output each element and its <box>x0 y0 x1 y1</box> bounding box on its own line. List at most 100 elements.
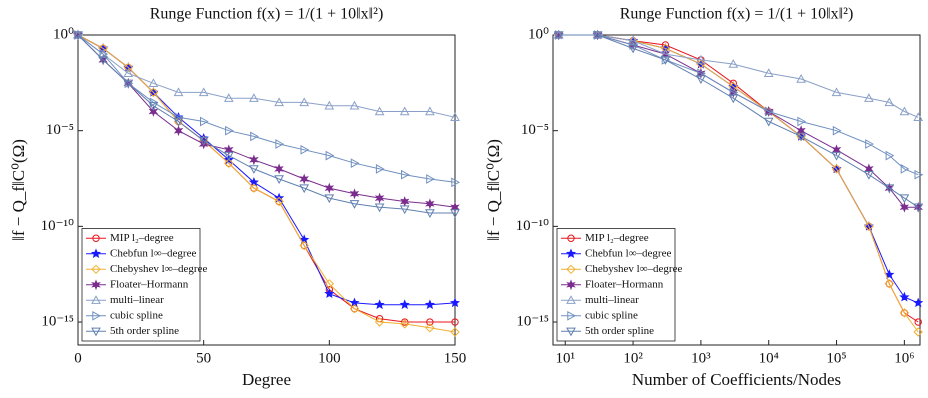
marker <box>198 87 209 97</box>
legend-marker <box>92 234 100 242</box>
marker <box>250 131 259 142</box>
y-tick-label: 10⁻¹⁰ <box>516 218 549 234</box>
y-tick-label: 10⁻¹⁵ <box>41 313 74 329</box>
marker <box>399 319 410 329</box>
marker <box>451 318 459 326</box>
marker <box>324 100 335 110</box>
marker <box>661 55 671 65</box>
marker <box>325 150 335 161</box>
marker <box>899 106 910 116</box>
marker <box>765 106 774 117</box>
marker <box>401 169 410 180</box>
marker <box>349 200 360 209</box>
marker <box>592 31 603 41</box>
marker <box>696 75 706 85</box>
legend-label: Chebyshev l∞–degree <box>585 263 682 275</box>
marker <box>173 117 184 127</box>
series-line <box>77 34 456 183</box>
series-line <box>77 34 456 208</box>
legend-label: Chebfun l∞–degree <box>585 247 671 259</box>
legend-label: multi–linear <box>110 294 164 306</box>
marker <box>299 173 310 185</box>
marker <box>74 30 84 40</box>
marker <box>324 279 335 289</box>
marker <box>249 183 259 193</box>
x-axis-label: Degree <box>242 370 291 389</box>
marker <box>173 125 184 137</box>
marker <box>374 317 385 327</box>
marker <box>223 144 234 156</box>
marker <box>399 299 410 310</box>
marker <box>885 280 894 288</box>
marker <box>729 87 739 98</box>
marker <box>913 297 924 308</box>
marker <box>696 54 706 64</box>
marker <box>424 299 435 310</box>
legend-label: Floater–Hormann <box>110 278 189 290</box>
legend-label: MIP l₂–degree <box>110 232 174 244</box>
series-line <box>77 34 456 118</box>
marker <box>299 184 310 194</box>
legend-label: 5th order spline <box>585 325 654 337</box>
marker <box>796 132 806 142</box>
marker <box>900 164 910 174</box>
marker <box>914 169 924 180</box>
marker <box>148 106 159 117</box>
marker <box>223 151 234 161</box>
legend-marker <box>91 295 101 304</box>
y-axis-label: ‖f − Q_f‖C⁰(Ω) <box>484 139 503 241</box>
marker <box>864 163 874 175</box>
marker <box>173 87 184 97</box>
legend-label: multi–linear <box>585 294 639 306</box>
marker <box>300 144 310 155</box>
series-line <box>558 34 919 118</box>
marker <box>914 318 922 326</box>
marker <box>399 106 410 116</box>
marker <box>249 154 259 166</box>
marker <box>275 139 285 149</box>
marker <box>450 327 460 337</box>
marker <box>174 112 184 123</box>
legend-marker <box>566 295 576 304</box>
legend-marker <box>91 279 101 291</box>
x-tick-label: 10⁴ <box>759 350 779 366</box>
marker <box>865 139 874 149</box>
series-line <box>558 34 919 208</box>
y-tick-label: 10⁰ <box>53 26 74 42</box>
marker <box>250 184 258 192</box>
marker <box>885 150 895 161</box>
marker <box>223 93 234 102</box>
marker <box>123 68 134 77</box>
legend-marker <box>567 234 575 242</box>
marker <box>831 87 842 97</box>
marker <box>249 93 259 102</box>
marker <box>913 203 924 213</box>
x-axis-label: Number of Coefficients/Nodes <box>632 370 841 389</box>
marker <box>449 297 461 308</box>
marker <box>349 188 360 200</box>
marker <box>864 93 874 102</box>
marker <box>274 175 284 185</box>
marker <box>374 192 385 204</box>
series-line <box>558 34 919 208</box>
y-tick-label: 10⁻⁵ <box>521 122 549 138</box>
marker <box>450 201 460 213</box>
marker <box>123 79 134 89</box>
marker <box>148 102 159 111</box>
legend-marker <box>91 327 101 337</box>
legend-label: Floater–Hormann <box>585 278 664 290</box>
marker <box>350 304 359 313</box>
marker <box>124 78 134 89</box>
marker <box>553 31 564 41</box>
x-tick-label: 10⁵ <box>826 350 846 366</box>
marker <box>884 184 895 194</box>
marker <box>728 59 739 68</box>
marker <box>374 203 385 213</box>
marker <box>450 112 460 121</box>
x-tick-label: 0 <box>74 350 82 366</box>
legend-label: cubic spline <box>585 309 638 321</box>
marker <box>899 291 910 302</box>
legend-marker <box>92 310 102 321</box>
y-axis-label: ‖f − Q_f‖C⁰(Ω) <box>9 139 28 241</box>
